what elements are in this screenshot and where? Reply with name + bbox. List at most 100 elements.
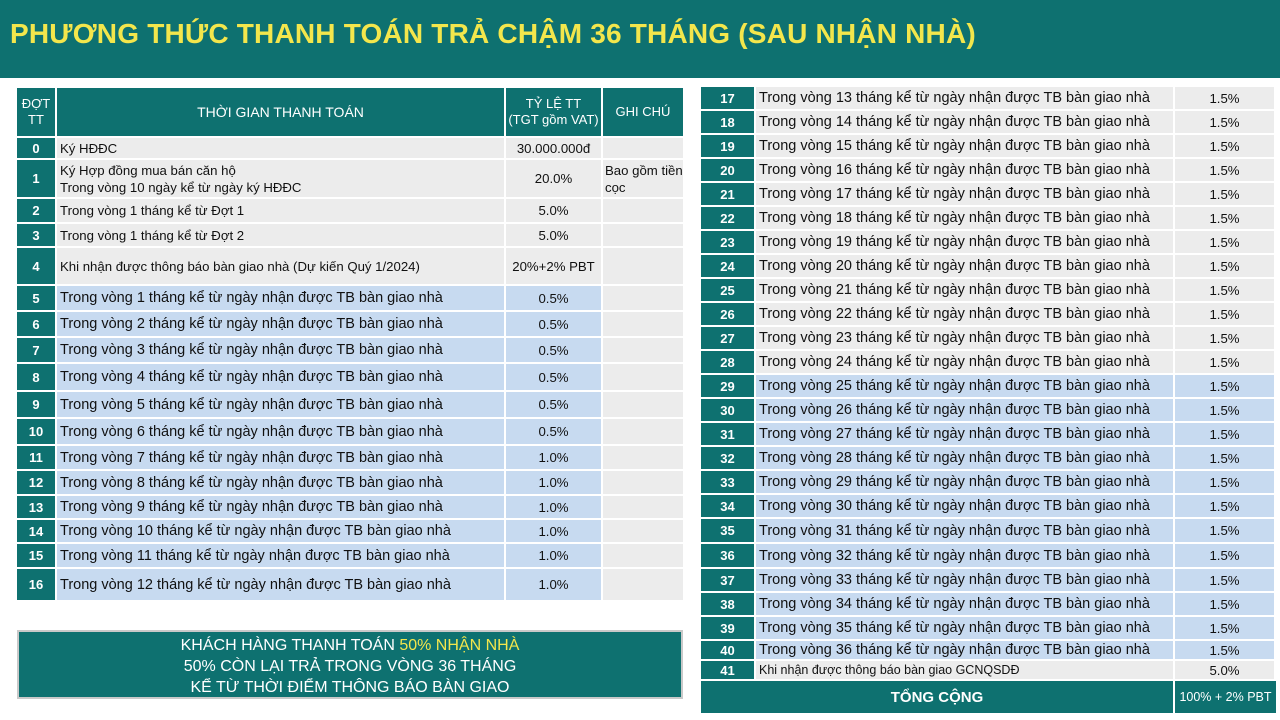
payment-rate: 1.5%	[1175, 303, 1276, 327]
payment-rate: 1.5%	[1175, 207, 1276, 231]
payment-rate: 1.5%	[1175, 641, 1276, 661]
table-row: 24 Trong vòng 20 tháng kể từ ngày nhận đư…	[701, 255, 1278, 279]
table-row: 11 Trong vòng 7 tháng kể từ ngày nhận đượ…	[17, 446, 685, 471]
payment-time: Ký Hợp đồng mua bán căn hộ Trong vòng 10 …	[57, 160, 506, 199]
payment-time: Trong vòng 16 tháng kể từ ngày nhận được…	[756, 159, 1175, 183]
payment-note-line2: cọc	[605, 179, 626, 195]
payment-note	[603, 392, 685, 419]
installment-number: 29	[701, 375, 756, 399]
payment-rate: 1.0%	[506, 471, 603, 496]
payment-time: Trong vòng 3 tháng kể từ ngày nhận được …	[57, 338, 506, 364]
payment-rate: 1.5%	[1175, 569, 1276, 593]
row-edge	[1276, 471, 1278, 495]
installment-number: 39	[701, 617, 756, 641]
payment-rate: 1.0%	[506, 496, 603, 520]
table-row: 19 Trong vòng 15 tháng kể từ ngày nhận đư…	[701, 135, 1278, 159]
payment-time: Trong vòng 18 tháng kể từ ngày nhận được…	[756, 207, 1175, 231]
table-row: 17 Trong vòng 13 tháng kể từ ngày nhận đư…	[701, 87, 1278, 111]
payment-time: Trong vòng 19 tháng kể từ ngày nhận được…	[756, 231, 1175, 255]
payment-rate: 0.5%	[506, 286, 603, 312]
row-edge	[1276, 183, 1278, 207]
installment-number: 20	[701, 159, 756, 183]
payment-note	[603, 419, 685, 446]
installment-number: 38	[701, 593, 756, 617]
left-table-body: 0 Ký HĐĐC 30.000.000đ 1 Ký Hợp đồng mua bán …	[17, 138, 685, 602]
payment-rate: 1.5%	[1175, 255, 1276, 279]
payment-note	[603, 496, 685, 520]
summary-line3: KỂ TỪ THỜI ĐIỂM THÔNG BÁO BÀN GIAO	[190, 679, 510, 696]
payment-time: Trong vòng 17 tháng kể từ ngày nhận được…	[756, 183, 1175, 207]
payment-rate: 1.5%	[1175, 159, 1276, 183]
payment-rate: 5.0%	[506, 224, 603, 248]
row-edge	[1276, 327, 1278, 351]
header-installment: ĐỢT TT	[17, 88, 57, 138]
payment-time: Trong vòng 26 tháng kể từ ngày nhận được…	[756, 399, 1175, 423]
payment-note	[603, 138, 685, 160]
payment-time: Trong vòng 29 tháng kể từ ngày nhận được…	[756, 471, 1175, 495]
installment-number: 17	[701, 87, 756, 111]
table-row: 4 Khi nhận được thông báo bàn giao nhà (D…	[17, 248, 685, 286]
installment-number: 25	[701, 279, 756, 303]
payment-rate: 1.5%	[1175, 399, 1276, 423]
table-row: 2 Trong vòng 1 tháng kể từ Đợt 1 5.0%	[17, 199, 685, 224]
header-rate-line1: TỶ LỆ TT	[525, 96, 582, 111]
payment-time-line1: Ký Hợp đồng mua bán căn hộ	[60, 162, 236, 178]
payment-time: Trong vòng 7 tháng kể từ ngày nhận được …	[57, 446, 506, 471]
installment-number: 10	[17, 419, 57, 446]
installment-number: 28	[701, 351, 756, 375]
table-row: 29 Trong vòng 25 tháng kể từ ngày nhận đư…	[701, 375, 1278, 399]
payment-time-line2: Trong vòng 10 ngày kể từ ngày ký HĐĐC	[60, 179, 302, 195]
payment-rate: 1.0%	[506, 520, 603, 544]
installment-number: 32	[701, 447, 756, 471]
installment-number: 4	[17, 248, 57, 286]
installment-number: 35	[701, 519, 756, 544]
row-edge	[1276, 399, 1278, 423]
right-payment-table: 17 Trong vòng 13 tháng kể từ ngày nhận đư…	[701, 87, 1278, 715]
payment-note: Bao gồm tiền cọc	[603, 160, 685, 199]
payment-note	[603, 364, 685, 392]
row-edge	[1276, 661, 1278, 681]
payment-rate: 1.0%	[506, 569, 603, 602]
row-edge	[1276, 351, 1278, 375]
payment-note	[603, 338, 685, 364]
payment-time: Trong vòng 20 tháng kể từ ngày nhận được…	[756, 255, 1175, 279]
payment-rate: 1.5%	[1175, 231, 1276, 255]
payment-rate: 1.5%	[1175, 544, 1276, 569]
row-edge	[1276, 87, 1278, 111]
payment-note	[603, 312, 685, 338]
payment-rate: 1.5%	[1175, 495, 1276, 519]
header-installment-line1: ĐỢT	[21, 96, 51, 111]
row-edge	[1276, 495, 1278, 519]
row-edge	[1276, 641, 1278, 661]
payment-rate: 1.5%	[1175, 111, 1276, 135]
installment-number: 0	[17, 138, 57, 160]
payment-rate: 1.5%	[1175, 447, 1276, 471]
table-row: 34 Trong vòng 30 tháng kể từ ngày nhận đư…	[701, 495, 1278, 519]
payment-rate: 1.5%	[1175, 519, 1276, 544]
payment-time: Trong vòng 2 tháng kể từ ngày nhận được …	[57, 312, 506, 338]
installment-number: 36	[701, 544, 756, 569]
payment-rate: 0.5%	[506, 392, 603, 419]
payment-time: Trong vòng 12 tháng kể từ ngày nhận được…	[57, 569, 506, 602]
table-row: 26 Trong vòng 22 tháng kể từ ngày nhận đư…	[701, 303, 1278, 327]
payment-note	[603, 520, 685, 544]
table-row: 14 Trong vòng 10 tháng kể từ ngày nhận đư…	[17, 520, 685, 544]
row-edge	[1276, 375, 1278, 399]
installment-number: 5	[17, 286, 57, 312]
installment-number: 26	[701, 303, 756, 327]
row-edge	[1276, 135, 1278, 159]
installment-number: 8	[17, 364, 57, 392]
payment-rate: 1.5%	[1175, 183, 1276, 207]
table-row: 7 Trong vòng 3 tháng kể từ ngày nhận được…	[17, 338, 685, 364]
payment-time: Trong vòng 24 tháng kể từ ngày nhận được…	[756, 351, 1175, 375]
payment-time: Trong vòng 11 tháng kể từ ngày nhận được…	[57, 544, 506, 569]
payment-rate: 1.0%	[506, 446, 603, 471]
installment-number: 18	[701, 111, 756, 135]
header-rate: TỶ LỆ TT (TGT gồm VAT)	[506, 88, 603, 138]
payment-rate: 0.5%	[506, 419, 603, 446]
payment-rate: 1.5%	[1175, 279, 1276, 303]
right-table-body: 17 Trong vòng 13 tháng kể từ ngày nhận đư…	[701, 87, 1278, 715]
table-row: 35 Trong vòng 31 tháng kể từ ngày nhận đư…	[701, 519, 1278, 544]
table-row: 32 Trong vòng 28 tháng kể từ ngày nhận đư…	[701, 447, 1278, 471]
total-label: TỔNG CỘNG	[701, 681, 1175, 715]
